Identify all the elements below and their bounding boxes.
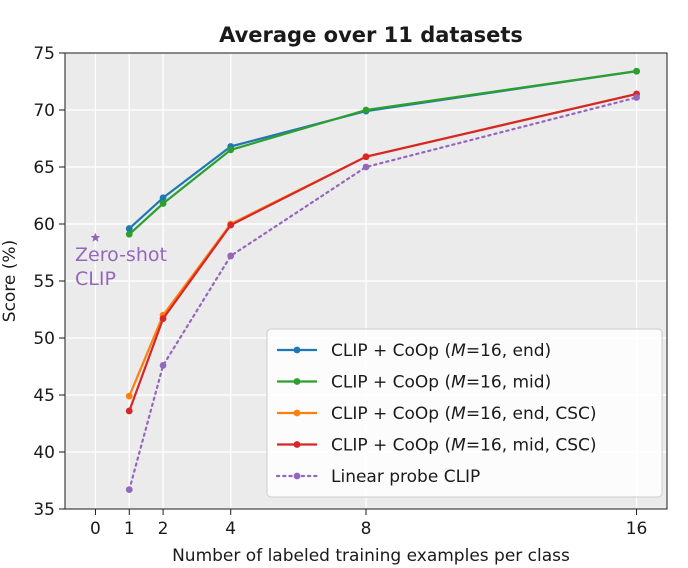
data-point [125, 230, 133, 238]
data-point [125, 392, 133, 400]
y-tick-label: 60 [33, 215, 55, 235]
legend-entry: CLIP + CoOp (M=16, mid) [331, 373, 551, 393]
data-point [633, 94, 640, 101]
data-point [633, 67, 640, 75]
y-tick-label: 70 [33, 101, 55, 121]
y-tick-label: 55 [33, 272, 55, 292]
x-tick-label: 4 [225, 519, 236, 539]
legend-entry: CLIP + CoOp (M=16, end, CSC) [331, 404, 597, 424]
data-point [362, 106, 370, 114]
data-point [362, 163, 370, 171]
data-point [362, 153, 370, 161]
legend-entry: Linear probe CLIP [331, 467, 480, 487]
x-axis-label: Number of labeled training examples per … [172, 546, 570, 566]
data-point [227, 221, 235, 229]
data-point [159, 194, 167, 202]
y-tick-label: 65 [33, 158, 55, 178]
data-point [125, 225, 133, 232]
x-tick-label: 1 [124, 519, 135, 539]
zero-shot-label: CLIP [75, 268, 116, 290]
chart-title: Average over 11 datasets [219, 23, 523, 47]
y-axis-label: Score (%) [0, 240, 20, 322]
y-tick-label: 35 [33, 500, 55, 520]
y-tick-label: 50 [33, 329, 55, 349]
x-tick-label: 8 [361, 519, 372, 539]
legend-swatch-marker [293, 472, 301, 480]
data-point [159, 361, 167, 369]
data-point [125, 407, 133, 415]
axes: 0 1 2 4 8 16 35 40 45 50 55 60 65 70 75 [33, 44, 668, 539]
legend-entry: CLIP + CoOp (M=16, end) [331, 341, 551, 361]
legend-swatch-marker [293, 409, 301, 417]
data-point [159, 200, 167, 207]
y-tick-label: 75 [33, 44, 55, 64]
x-tick-label: 16 [626, 519, 648, 539]
series-layer [125, 67, 640, 494]
legend-swatch-marker [293, 346, 301, 354]
legend: CLIP + CoOp (M=16, end) CLIP + CoOp (M=16… [266, 328, 663, 498]
zero-shot-star-marker [90, 232, 101, 242]
data-point [159, 315, 167, 323]
zero-shot-label: Zero-shot [75, 244, 167, 266]
legend-entry: CLIP + CoOp (M=16, mid, CSC) [331, 436, 597, 456]
legend-box [266, 328, 663, 498]
plot-frame [64, 52, 668, 510]
data-point [125, 486, 133, 494]
x-tick-label: 0 [90, 519, 101, 539]
data-point [227, 146, 235, 154]
legend-swatch-marker [293, 441, 301, 448]
data-point [227, 252, 235, 260]
y-tick-label: 45 [33, 386, 55, 406]
y-tick-label: 40 [33, 443, 55, 463]
x-tick-label: 2 [158, 519, 169, 539]
legend-swatch-marker [293, 378, 301, 385]
